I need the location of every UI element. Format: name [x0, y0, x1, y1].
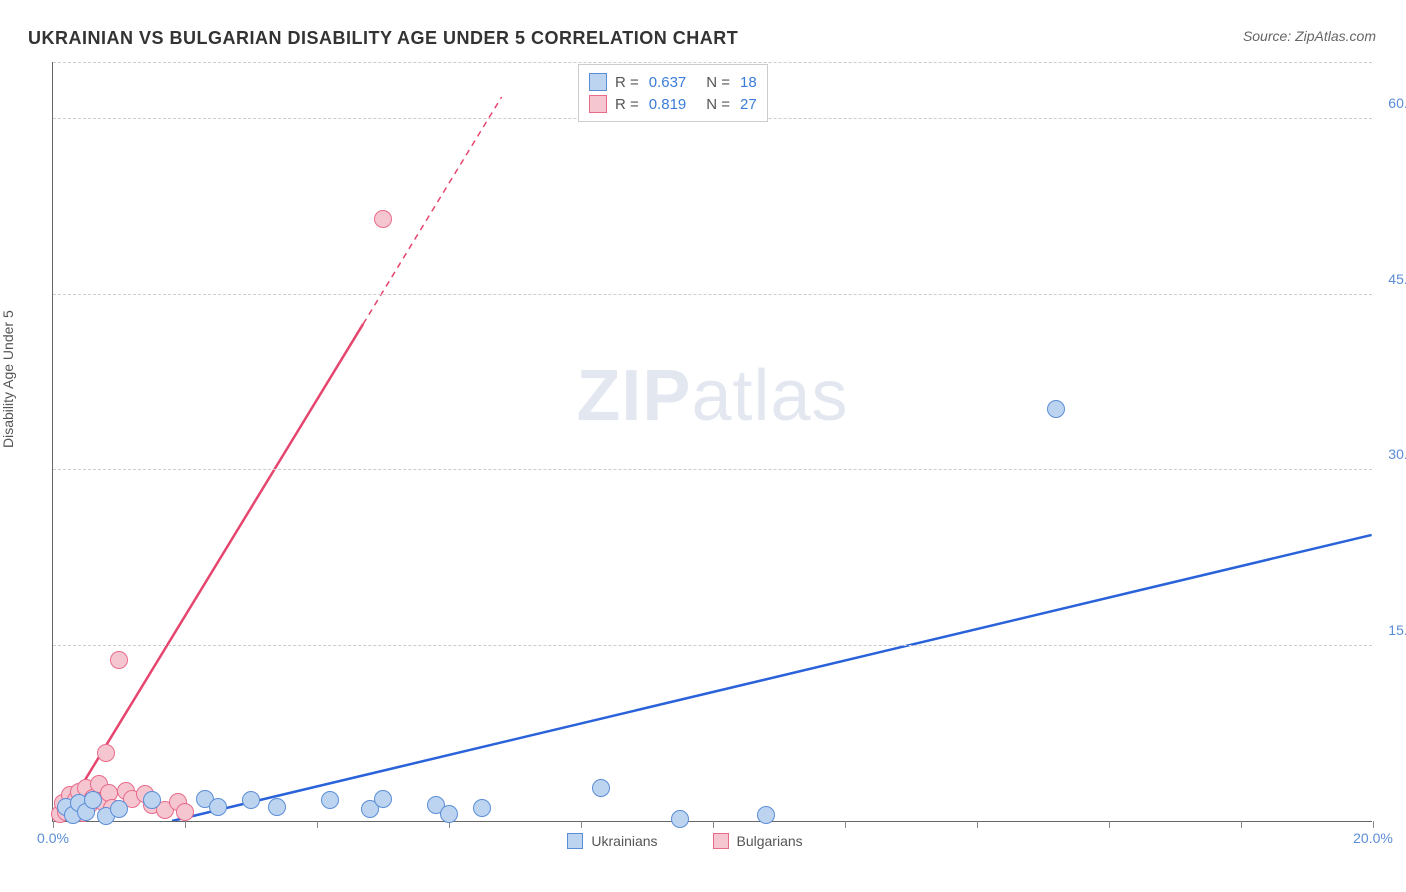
corr-row-ukrainians: R = 0.637 N = 18	[589, 71, 757, 93]
legend-label: Bulgarians	[737, 833, 803, 849]
scatter-point-ukrainians	[757, 806, 775, 824]
gridline	[53, 469, 1372, 470]
watermark-bold: ZIP	[576, 356, 691, 436]
scatter-point-ukrainians	[209, 798, 227, 816]
x-tick	[713, 821, 714, 828]
scatter-point-ukrainians	[671, 810, 689, 828]
legend-swatch-ukrainians	[567, 833, 583, 849]
corr-r-value: 0.819	[649, 96, 687, 113]
scatter-point-ukrainians	[592, 779, 610, 797]
chart-container: UKRAINIAN VS BULGARIAN DISABILITY AGE UN…	[0, 0, 1406, 892]
x-tick	[53, 821, 54, 828]
watermark: ZIPatlas	[576, 355, 848, 437]
corr-r-label: R =	[615, 96, 639, 113]
gridline	[53, 62, 1372, 63]
scatter-point-ukrainians	[143, 791, 161, 809]
scatter-point-ukrainians	[321, 791, 339, 809]
legend-label: Ukrainians	[591, 833, 657, 849]
y-tick-label: 45.0%	[1388, 271, 1406, 287]
legend-item-bulgarians: Bulgarians	[713, 833, 803, 849]
scatter-point-bulgarians	[110, 651, 128, 669]
x-tick	[581, 821, 582, 828]
corr-r-label: R =	[615, 74, 639, 91]
x-tick	[977, 821, 978, 828]
corr-row-bulgarians: R = 0.819 N = 27	[589, 93, 757, 115]
corr-n-value: 27	[740, 96, 757, 113]
scatter-point-bulgarians	[176, 803, 194, 821]
scatter-point-ukrainians	[473, 799, 491, 817]
chart-title: UKRAINIAN VS BULGARIAN DISABILITY AGE UN…	[28, 28, 738, 49]
y-axis-label: Disability Age Under 5	[0, 310, 16, 448]
y-tick-label: 30.0%	[1388, 446, 1406, 462]
y-tick-label: 60.0%	[1388, 95, 1406, 111]
watermark-rest: atlas	[691, 356, 848, 436]
corr-swatch-bulgarians	[589, 95, 607, 113]
y-tick-label: 15.0%	[1388, 622, 1406, 638]
x-tick-label: 0.0%	[37, 830, 69, 846]
x-tick	[185, 821, 186, 828]
gridline	[53, 645, 1372, 646]
plot-area: ZIPatlas 15.0%30.0%45.0%60.0%0.0%20.0%R …	[52, 62, 1372, 822]
corr-r-value: 0.637	[649, 74, 687, 91]
scatter-point-ukrainians	[110, 800, 128, 818]
scatter-point-ukrainians	[1047, 400, 1065, 418]
corr-n-label: N =	[706, 96, 730, 113]
x-tick	[317, 821, 318, 828]
scatter-point-ukrainians	[440, 805, 458, 823]
corr-n-label: N =	[706, 74, 730, 91]
x-tick	[1109, 821, 1110, 828]
x-tick	[1373, 821, 1374, 828]
scatter-point-ukrainians	[242, 791, 260, 809]
scatter-point-bulgarians	[374, 210, 392, 228]
trendlines-svg	[53, 62, 1372, 821]
x-tick	[845, 821, 846, 828]
corr-n-value: 18	[740, 74, 757, 91]
source-attribution: Source: ZipAtlas.com	[1243, 28, 1376, 44]
corr-swatch-ukrainians	[589, 73, 607, 91]
correlation-box: R = 0.637 N = 18 R = 0.819 N = 27	[578, 64, 768, 122]
scatter-point-bulgarians	[97, 744, 115, 762]
scatter-point-ukrainians	[374, 790, 392, 808]
legend-item-ukrainians: Ukrainians	[567, 833, 657, 849]
x-tick-label: 20.0%	[1353, 830, 1393, 846]
gridline	[53, 294, 1372, 295]
scatter-point-ukrainians	[84, 791, 102, 809]
legend-swatch-bulgarians	[713, 833, 729, 849]
scatter-point-ukrainians	[268, 798, 286, 816]
x-tick	[1241, 821, 1242, 828]
